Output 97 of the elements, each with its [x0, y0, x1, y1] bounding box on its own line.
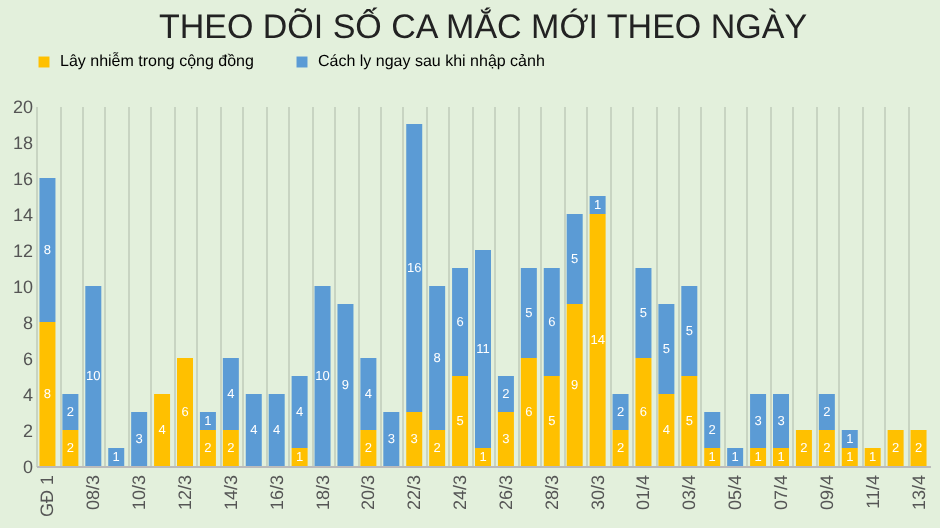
bar — [658, 304, 675, 394]
bar — [704, 412, 721, 448]
bar — [360, 358, 377, 430]
bar — [475, 250, 491, 448]
bar — [681, 286, 698, 376]
y-tick-label: 0 — [22, 457, 33, 477]
bar — [635, 268, 652, 358]
bar — [681, 376, 698, 466]
bar — [154, 394, 171, 466]
x-tick-label: 12/3 — [175, 475, 195, 511]
x-tick-label: 13/4 — [908, 475, 929, 511]
bar — [589, 214, 606, 466]
bar — [222, 358, 239, 430]
y-tick-label: 14 — [12, 205, 33, 225]
x-tick-label: 07/4 — [771, 475, 791, 511]
bar — [360, 430, 377, 466]
bar — [841, 430, 858, 448]
bar — [406, 412, 423, 466]
bar — [520, 358, 537, 466]
bar — [39, 322, 56, 466]
y-tick-label: 18 — [12, 133, 33, 153]
bar — [612, 394, 629, 430]
bar — [818, 394, 835, 430]
bar — [773, 394, 789, 448]
x-tick-label: 01/4 — [633, 475, 654, 511]
y-tick-label: 8 — [22, 313, 33, 333]
bar — [589, 196, 606, 214]
bar — [750, 394, 767, 448]
bar — [131, 412, 148, 466]
bar — [406, 124, 423, 412]
bar — [910, 430, 927, 466]
bar — [520, 268, 537, 358]
bar — [750, 448, 767, 466]
y-tick-label: 16 — [12, 169, 33, 189]
bar — [497, 376, 514, 412]
bar — [62, 394, 79, 430]
x-tick-label: 09/4 — [816, 475, 837, 511]
bar — [864, 448, 881, 466]
bar — [245, 394, 262, 466]
bar — [452, 376, 469, 466]
bar — [704, 448, 721, 466]
bar — [62, 430, 79, 466]
bar — [887, 430, 904, 466]
bar — [268, 394, 285, 466]
legend-label: Cách ly ngay sau khi nhập cảnh — [318, 52, 545, 70]
bar — [497, 412, 514, 466]
bar — [475, 448, 491, 466]
bar — [429, 430, 446, 466]
bar — [795, 430, 812, 466]
y-tick-label: 6 — [22, 349, 33, 369]
x-tick-label: 26/3 — [495, 475, 516, 511]
bar — [199, 430, 216, 466]
bar — [452, 268, 469, 376]
y-tick-label: 20 — [12, 97, 33, 117]
x-tick-label: 10/3 — [129, 475, 150, 511]
x-tick-label: 18/3 — [312, 475, 333, 511]
bar — [177, 358, 193, 466]
bar — [199, 412, 216, 430]
bar — [635, 358, 652, 466]
legend-label: Lây nhiễm trong cộng đồng — [60, 52, 254, 70]
x-tick-label: 28/3 — [541, 475, 562, 511]
bar — [291, 376, 308, 448]
bar — [39, 178, 56, 322]
bar — [543, 376, 560, 466]
bar — [543, 268, 560, 376]
x-tick-label: 05/4 — [725, 475, 746, 511]
bar — [773, 448, 789, 466]
x-tick-label: 11/4 — [862, 475, 883, 509]
bar — [337, 304, 354, 466]
bar — [429, 286, 446, 430]
bar — [566, 214, 583, 304]
x-tick-label: 30/3 — [587, 475, 608, 511]
x-tick-label: 08/3 — [83, 475, 104, 511]
bar — [314, 286, 331, 466]
bar — [566, 304, 583, 466]
bar — [727, 448, 744, 466]
x-tick-label: 16/3 — [266, 475, 287, 511]
bar — [85, 286, 102, 466]
x-tick-label: 14/3 — [220, 475, 241, 511]
bar — [222, 430, 239, 466]
bar — [383, 412, 400, 466]
y-tick-label: 4 — [22, 385, 33, 405]
x-tick-label: 03/4 — [679, 475, 700, 511]
bar — [818, 430, 835, 466]
y-tick-label: 12 — [12, 241, 33, 261]
x-tick-label: 20/3 — [358, 475, 379, 511]
x-tick-label: 22/3 — [404, 475, 425, 511]
bar — [841, 448, 858, 466]
chart-title: THEO DÕI SỐ CA MẮC MỚI THEO NGÀY — [158, 6, 808, 46]
bar — [291, 448, 308, 466]
y-tick-label: 10 — [12, 277, 33, 297]
x-tick-label: 24/3 — [450, 475, 471, 511]
x-tick-label: GĐ 1 — [37, 475, 58, 518]
bar — [612, 430, 629, 466]
bar — [658, 394, 675, 466]
bar — [108, 448, 125, 466]
y-tick-label: 2 — [22, 421, 33, 441]
